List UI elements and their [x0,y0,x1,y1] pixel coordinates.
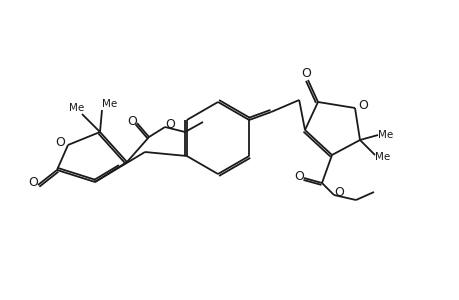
Text: O: O [127,115,137,128]
Text: Me: Me [102,99,118,109]
Text: O: O [165,118,174,130]
Text: O: O [55,136,65,148]
Text: O: O [300,67,310,80]
Text: O: O [293,169,303,182]
Text: Me: Me [375,152,390,162]
Text: O: O [333,187,343,200]
Text: Me: Me [69,103,84,113]
Text: Me: Me [378,130,393,140]
Text: O: O [28,176,38,190]
Text: O: O [357,98,367,112]
